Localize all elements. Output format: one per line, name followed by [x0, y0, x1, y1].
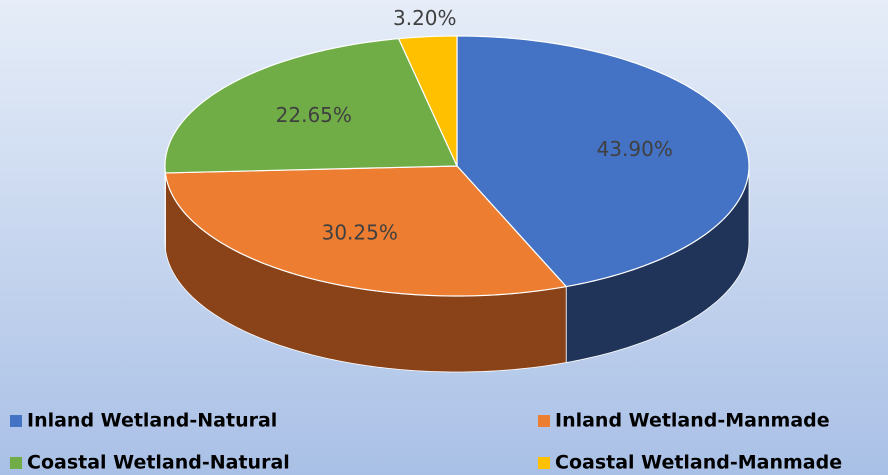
- slice: [164, 37, 458, 174]
- data-label: 22.65%: [276, 103, 352, 127]
- slice: [164, 165, 568, 297]
- pie: 43.90% 30.25% 22.65% 3.20%: [164, 6, 750, 373]
- data-label: 3.20%: [393, 6, 457, 30]
- legend-label: Coastal Wetland-Natural: [27, 452, 290, 474]
- legend-label: Inland Wetland-Manmade: [555, 410, 830, 432]
- slice: [397, 35, 458, 167]
- slice: [456, 35, 750, 288]
- legend-label: Inland Wetland-Natural: [27, 410, 277, 432]
- legend-swatch: [10, 415, 22, 427]
- data-label: 43.90%: [597, 137, 673, 161]
- legend-swatch: [10, 457, 22, 469]
- legend-swatch: [538, 457, 550, 469]
- legend-label: Coastal Wetland-Manmade: [555, 452, 842, 474]
- legend: Inland Wetland-Natural Inland Wetland-Man…: [10, 410, 842, 474]
- legend-swatch: [538, 415, 550, 427]
- data-label: 30.25%: [322, 220, 398, 244]
